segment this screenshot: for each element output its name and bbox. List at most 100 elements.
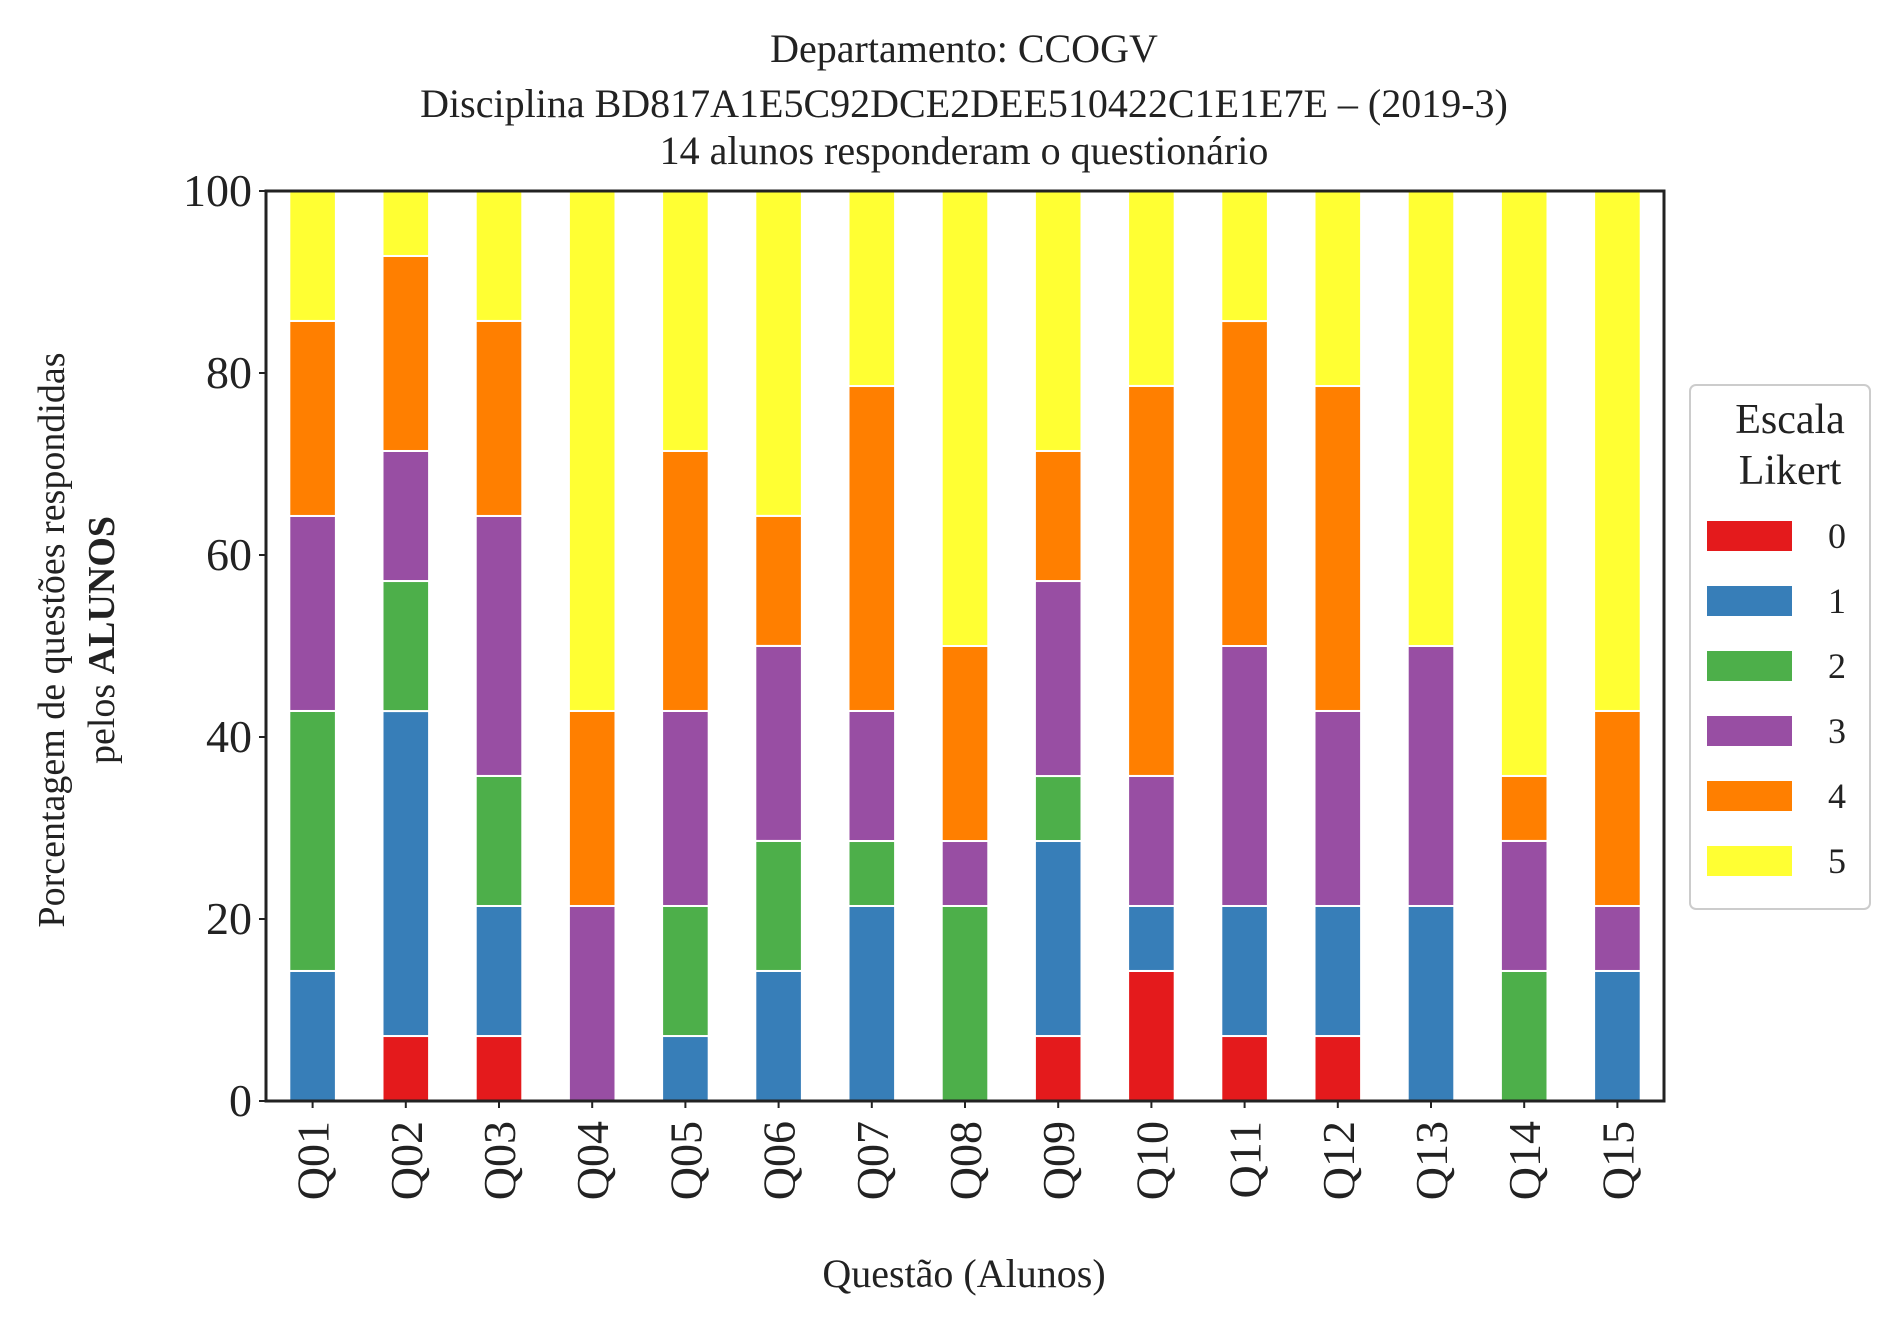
bar-segment-q09-level-1 [1033, 840, 1083, 1038]
bar-segment-q03-level-1 [474, 904, 524, 1038]
bar-segment-q07-level-2 [847, 840, 897, 907]
bar-segment-q14-level-3 [1499, 839, 1549, 972]
bar-segment-q03-level-3 [474, 514, 524, 777]
x-tick-label-q11: Q11 [1220, 1121, 1271, 1199]
bar-segment-q13-level-3 [1406, 645, 1456, 907]
bar-segment-q09-level-2 [1033, 775, 1083, 843]
y-axis-label-line-1: Porcentagem de questões respondidas [31, 352, 73, 927]
legend-swatch-1 [1707, 586, 1792, 616]
bar-segment-q15-level-4 [1593, 709, 1642, 907]
legend-label-1: 1 [1828, 581, 1846, 621]
bar-segment-q12-level-1 [1313, 904, 1363, 1038]
x-tick-label-q13: Q13 [1406, 1121, 1457, 1200]
bar-segment-q08-level-4 [940, 645, 990, 843]
bar-segment-q09-level-3 [1033, 580, 1083, 778]
bar-segment-q11-level-4 [1220, 320, 1269, 647]
bar-segment-q06-level-1 [754, 969, 803, 1102]
bar-segment-q06-level-2 [754, 839, 803, 972]
bar-segment-q10-level-3 [1127, 774, 1176, 907]
y-axis-label-bold: ALUNOS [81, 516, 123, 674]
y-tick-label: 100 [183, 165, 252, 216]
chart-title-line-3: 14 alunos responderam o questionário [660, 128, 1269, 173]
bar-segment-q08-level-2 [940, 904, 990, 1102]
bar-segment-q10-level-4 [1127, 384, 1176, 777]
bar-segment-q02-level-0 [381, 1035, 431, 1102]
bar-segment-q07-level-1 [847, 904, 897, 1102]
legend-swatch-3 [1707, 716, 1792, 746]
legend-label-5: 5 [1828, 841, 1846, 881]
x-tick-label-q15: Q15 [1592, 1121, 1643, 1200]
bar-segment-q08-level-3 [940, 840, 990, 907]
x-axis-label: Questão (Alunos) [822, 1251, 1105, 1296]
bar-segment-q06-level-5 [754, 189, 803, 517]
x-tick-label-q12: Q12 [1313, 1121, 1364, 1200]
bar-segment-q01-level-3 [288, 514, 337, 712]
bar-segment-q15-level-5 [1593, 190, 1642, 712]
x-tick-label-q07: Q07 [847, 1121, 898, 1200]
bar-segment-q06-level-4 [754, 514, 803, 647]
x-tick-label-q02: Q02 [381, 1121, 432, 1200]
bar-segment-q01-level-2 [288, 709, 337, 972]
bar-segment-q15-level-1 [1593, 969, 1642, 1102]
y-tick-label: 80 [206, 347, 252, 398]
bar-segment-q11-level-5 [1220, 190, 1269, 323]
legend-swatch-0 [1707, 521, 1792, 551]
bar-segment-q06-level-3 [754, 644, 803, 842]
y-tick-label: 20 [206, 893, 252, 944]
bar-segment-q09-level-0 [1033, 1035, 1083, 1102]
bar-segment-q04-level-5 [567, 190, 617, 712]
bar-segment-q13-level-5 [1406, 190, 1456, 647]
bar-segment-q05-level-2 [661, 904, 710, 1038]
legend-label-3: 3 [1828, 711, 1846, 751]
bar-segment-q11-level-0 [1220, 1035, 1269, 1102]
bar-segment-q03-level-5 [474, 189, 524, 322]
legend-label-0: 0 [1828, 516, 1846, 556]
x-tick-label-q03: Q03 [474, 1121, 525, 1200]
chart-title-line-1: Departamento: CCOGV [770, 26, 1158, 71]
bar-segment-q01-level-5 [288, 189, 337, 322]
x-tick-label-q14: Q14 [1499, 1121, 1550, 1200]
bar-segment-q10-level-0 [1127, 969, 1176, 1102]
bar-segment-q11-level-1 [1220, 904, 1269, 1038]
x-ticks-layer: Q01 Q02 Q03 Q04 Q05 Q06 Q07 Q08 Q09 Q10 Q11 Q12 Q13 Q… [288, 1101, 1643, 1200]
bars-layer [288, 189, 1642, 1102]
y-ticks-layer: 0 20 40 60 80 100 [183, 165, 266, 1126]
legend-swatch-2 [1707, 651, 1792, 681]
y-axis-label-prefix: pelos [81, 674, 123, 764]
y-tick-label: 40 [206, 711, 252, 762]
bar-segment-q12-level-5 [1313, 190, 1363, 388]
bar-segment-q08-level-5 [940, 190, 990, 647]
bar-segment-q03-level-2 [474, 774, 524, 907]
bar-segment-q12-level-4 [1313, 385, 1363, 712]
bar-segment-q02-level-4 [381, 254, 431, 452]
chart-title-line-2: Disciplina BD817A1E5C92DCE2DEE510422C1E1… [420, 81, 1508, 126]
bar-segment-q04-level-4 [567, 709, 617, 907]
bar-segment-q14-level-4 [1499, 774, 1549, 842]
bar-segment-q12-level-3 [1313, 709, 1363, 907]
bar-segment-q10-level-1 [1127, 904, 1176, 972]
x-tick-label-q04: Q04 [567, 1121, 618, 1200]
bar-segment-q03-level-0 [474, 1035, 524, 1102]
bar-segment-q05-level-5 [661, 190, 710, 452]
legend-label-2: 2 [1828, 646, 1846, 686]
legend-label-4: 4 [1828, 776, 1846, 816]
legend-box [1689, 384, 1871, 910]
legend-title-line-1: Escala [1735, 397, 1845, 443]
bar-segment-q15-level-3 [1593, 904, 1642, 972]
bar-segment-q12-level-0 [1313, 1035, 1363, 1102]
x-tick-label-q06: Q06 [754, 1121, 805, 1200]
legend-title-line-2: Likert [1739, 448, 1842, 494]
bar-segment-q03-level-4 [474, 319, 524, 517]
bar-segment-q02-level-1 [381, 710, 431, 1038]
bar-segment-q05-level-1 [661, 1035, 710, 1102]
bar-segment-q05-level-4 [661, 449, 710, 712]
legend-items: 0 1 2 3 4 5 [1707, 516, 1846, 881]
legend-swatch-4 [1707, 781, 1792, 811]
bar-segment-q07-level-4 [847, 385, 897, 712]
bar-segment-q01-level-1 [288, 969, 337, 1102]
bar-segment-q14-level-5 [1499, 189, 1549, 777]
x-tick-label-q10: Q10 [1126, 1121, 1177, 1200]
bar-segment-q01-level-4 [288, 319, 337, 517]
bar-segment-q13-level-1 [1406, 904, 1456, 1102]
